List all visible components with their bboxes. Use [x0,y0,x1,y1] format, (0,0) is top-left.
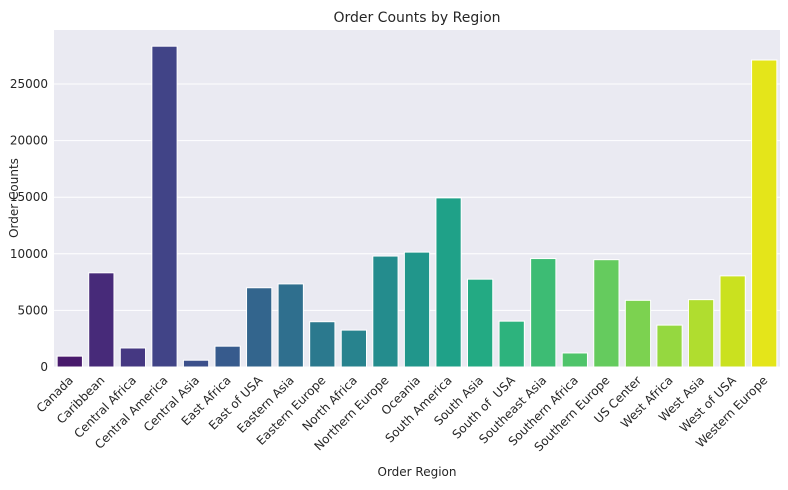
bar [561,352,588,368]
bar [372,255,399,368]
bar [656,324,683,368]
bar [687,299,715,368]
bar [530,258,557,368]
bar [182,359,210,368]
bar [624,299,652,368]
bar [277,283,304,368]
bar [751,59,778,368]
y-tick-label: 0 [40,360,48,374]
bar [435,197,462,368]
chart-title: Order Counts by Region [333,10,500,26]
bar [467,278,494,368]
bar [340,329,367,368]
y-tick-label: 10000 [10,247,48,261]
y-tick-label: 20000 [10,134,48,148]
bar [246,287,273,368]
bar [593,259,620,368]
y-axis-label: Order Counts [7,158,21,238]
y-tick-label: 15000 [10,190,48,204]
y-tick-label: 25000 [10,77,48,91]
bar [88,272,115,368]
bar [498,320,525,368]
bar [214,345,241,368]
x-axis-label: Order Region [378,465,457,479]
bar [403,251,431,368]
bar [309,321,336,368]
bars [56,45,778,368]
bar [151,45,178,368]
bar [119,347,147,368]
y-tick-labels: 0 5000 10000 15000 20000 25000 [10,77,48,374]
bar [56,355,83,368]
bar [719,275,746,368]
y-tick-label: 5000 [17,303,48,317]
